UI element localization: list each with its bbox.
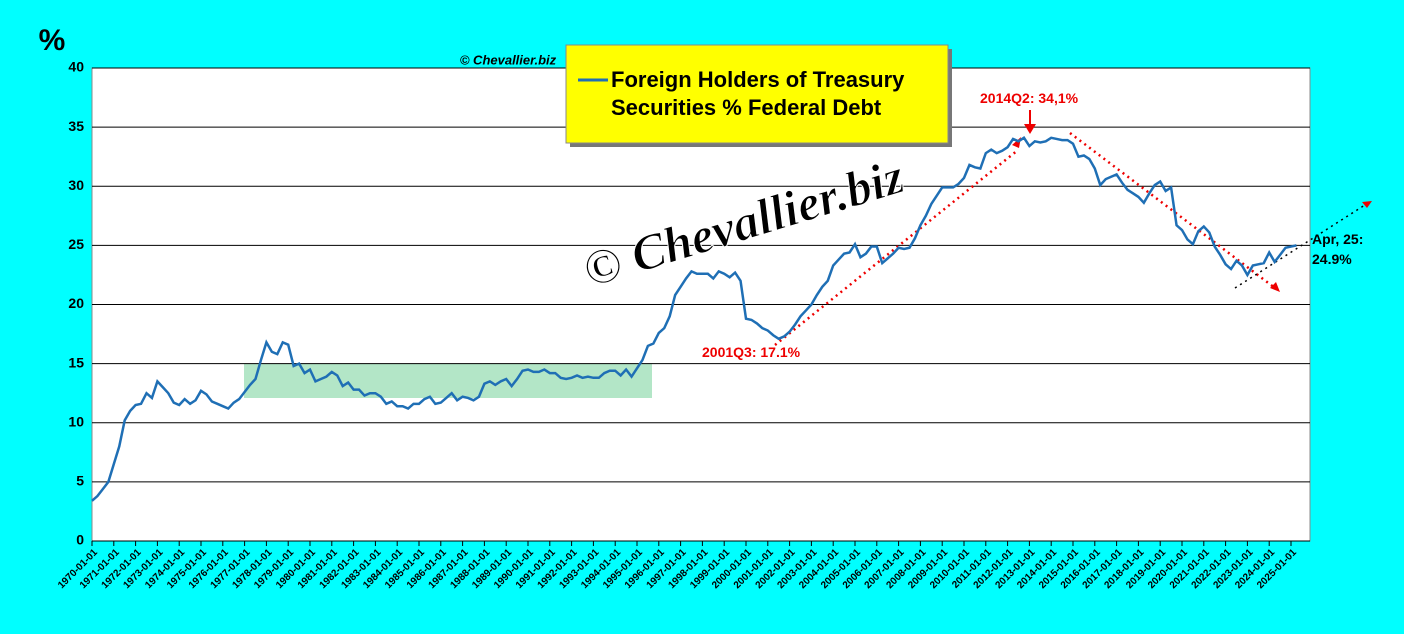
trend-recent bbox=[1234, 202, 1369, 289]
credit: © Chevallier.biz bbox=[460, 52, 557, 67]
trend-down bbox=[1069, 132, 1276, 289]
y-tick-label: 15 bbox=[68, 354, 84, 370]
series-line bbox=[91, 136, 1297, 502]
y-axis-label: % bbox=[39, 24, 66, 57]
legend-label: Foreign Holders of Treasury Securities %… bbox=[611, 67, 905, 120]
peak-arrow-head bbox=[1024, 124, 1036, 134]
trend-arrows bbox=[774, 132, 1369, 346]
trend-up bbox=[774, 149, 1019, 346]
y-tick-label: 35 bbox=[68, 118, 84, 134]
y-tick-label: 5 bbox=[76, 473, 84, 489]
annotation: 2014Q2: 34,1% bbox=[980, 90, 1079, 106]
annotation: 2001Q3: 17.1% bbox=[702, 344, 801, 360]
annotation: Apr, 25: 24.9% bbox=[1312, 231, 1364, 267]
y-tick-label: 10 bbox=[68, 413, 84, 429]
y-tick-label: 25 bbox=[68, 236, 84, 252]
legend-box bbox=[565, 44, 949, 144]
y-tick-label: 40 bbox=[68, 59, 84, 75]
y-tick-label: 20 bbox=[68, 295, 84, 311]
y-tick-label: 30 bbox=[68, 177, 84, 193]
highlight-zone bbox=[244, 364, 652, 398]
y-tick-label: 0 bbox=[76, 532, 84, 548]
